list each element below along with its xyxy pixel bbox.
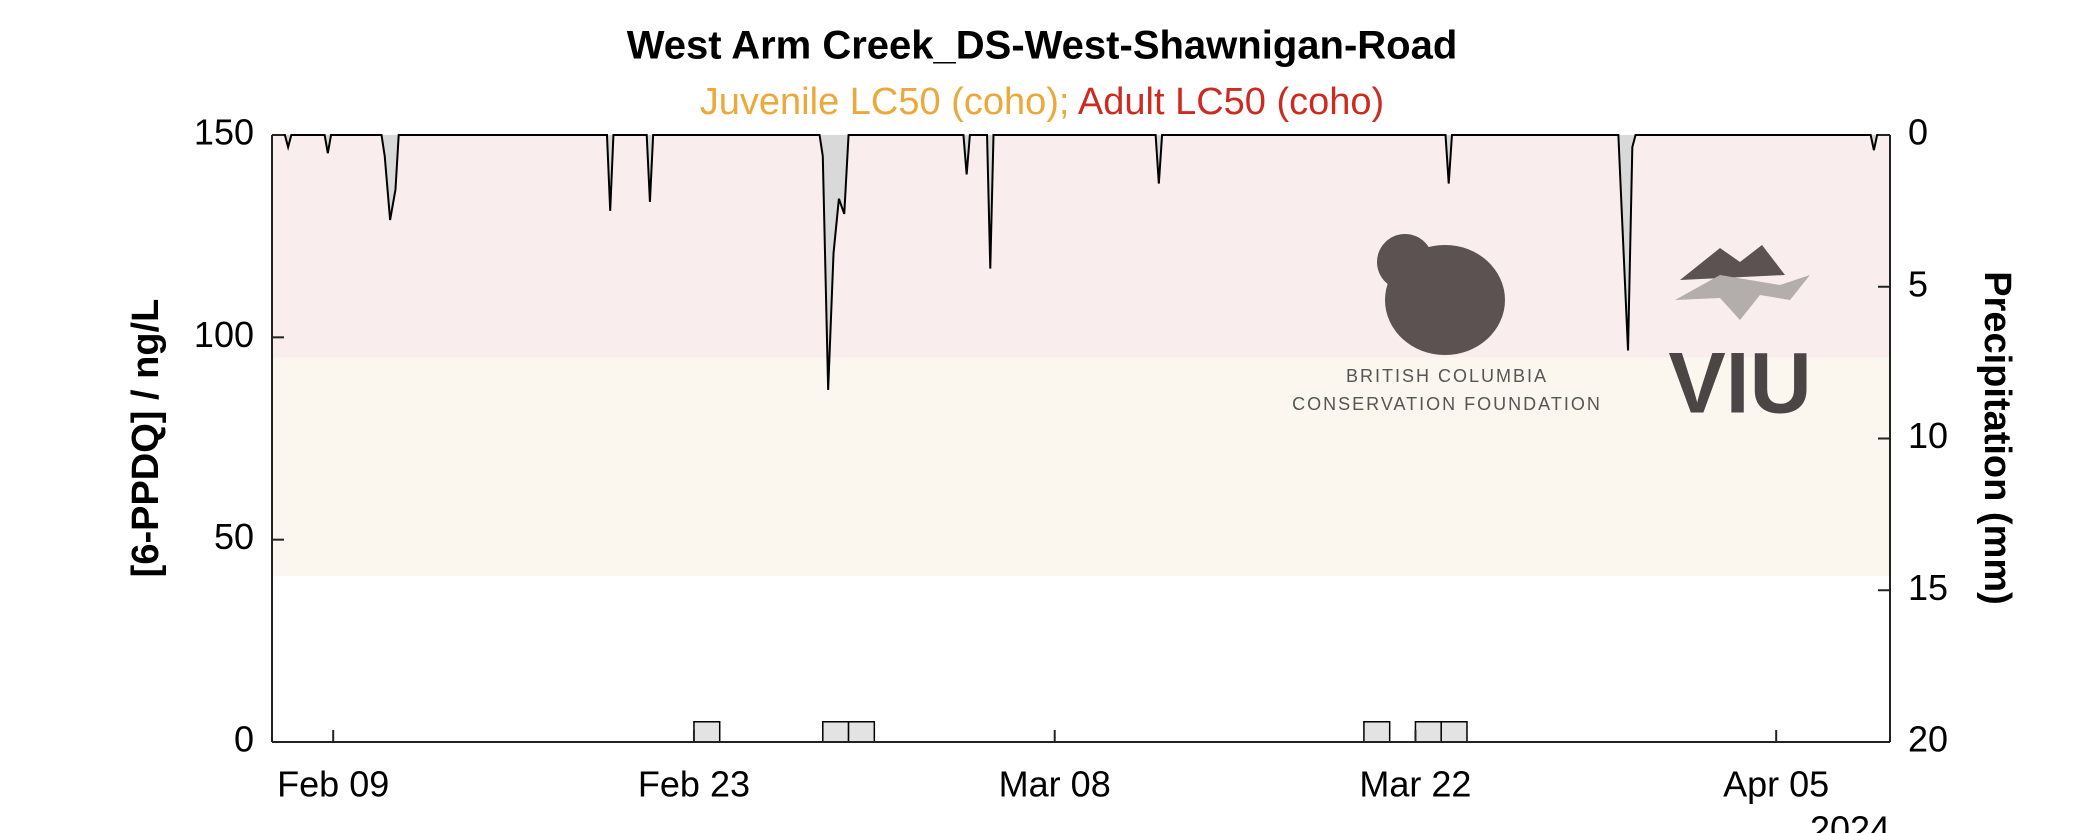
x-year-label: 2024 <box>1810 809 1890 833</box>
logo-text: CONSERVATION FOUNDATION <box>1292 394 1602 414</box>
bar <box>822 721 850 743</box>
y-tick-label: 100 <box>194 314 254 355</box>
x-tick-label: Mar 08 <box>999 764 1111 805</box>
y2-tick-label: 10 <box>1908 415 1948 456</box>
logo-shape <box>1680 245 1785 280</box>
logo-text: VIU <box>1668 336 1811 432</box>
y2-tick-label: 5 <box>1908 263 1928 304</box>
threshold-band <box>272 135 1890 358</box>
y2-tick-label: 20 <box>1908 719 1948 760</box>
y-axis-label: [6-PPDQ] / ng/L <box>125 299 167 578</box>
separator: ; <box>1059 81 1078 123</box>
logo-shape <box>1377 234 1433 290</box>
logo-bccf: BRITISH COLUMBIA CONSERVATION FOUNDATION <box>1292 234 1602 414</box>
band-name: Juvenile LC50 (coho) <box>700 81 1059 123</box>
y-tick-label: 0 <box>234 719 254 760</box>
y2-tick-label: 0 <box>1908 112 1928 153</box>
logo-viu: VIU <box>1668 245 1812 432</box>
bar <box>1363 721 1391 743</box>
bar <box>1414 721 1442 743</box>
logo-text: BRITISH COLUMBIA <box>1346 366 1548 386</box>
y2-axis-label: Precipitation (mm) <box>1976 271 2018 605</box>
logo-shape <box>1675 275 1810 320</box>
bar <box>847 721 876 743</box>
x-tick-label: Feb 09 <box>277 764 389 805</box>
y-tick-label: 50 <box>214 516 254 557</box>
y-tick-label: 150 <box>194 112 254 153</box>
subtitle: Juvenile LC50 (coho); Adult LC50 (coho) <box>700 81 1384 123</box>
band-name: Adult LC50 (coho) <box>1078 81 1384 123</box>
x-tick-label: Feb 23 <box>638 764 750 805</box>
y2-tick-label: 15 <box>1908 567 1948 608</box>
x-tick-label: Apr 05 <box>1723 764 1829 805</box>
threshold-band <box>272 357 1890 577</box>
x-tick-label: Mar 22 <box>1359 764 1471 805</box>
bar <box>1440 721 1468 743</box>
chart-title: West Arm Creek_DS-West-Shawnigan-Road <box>627 24 1458 68</box>
precipitation-line <box>272 134 1890 390</box>
bar <box>693 721 721 743</box>
